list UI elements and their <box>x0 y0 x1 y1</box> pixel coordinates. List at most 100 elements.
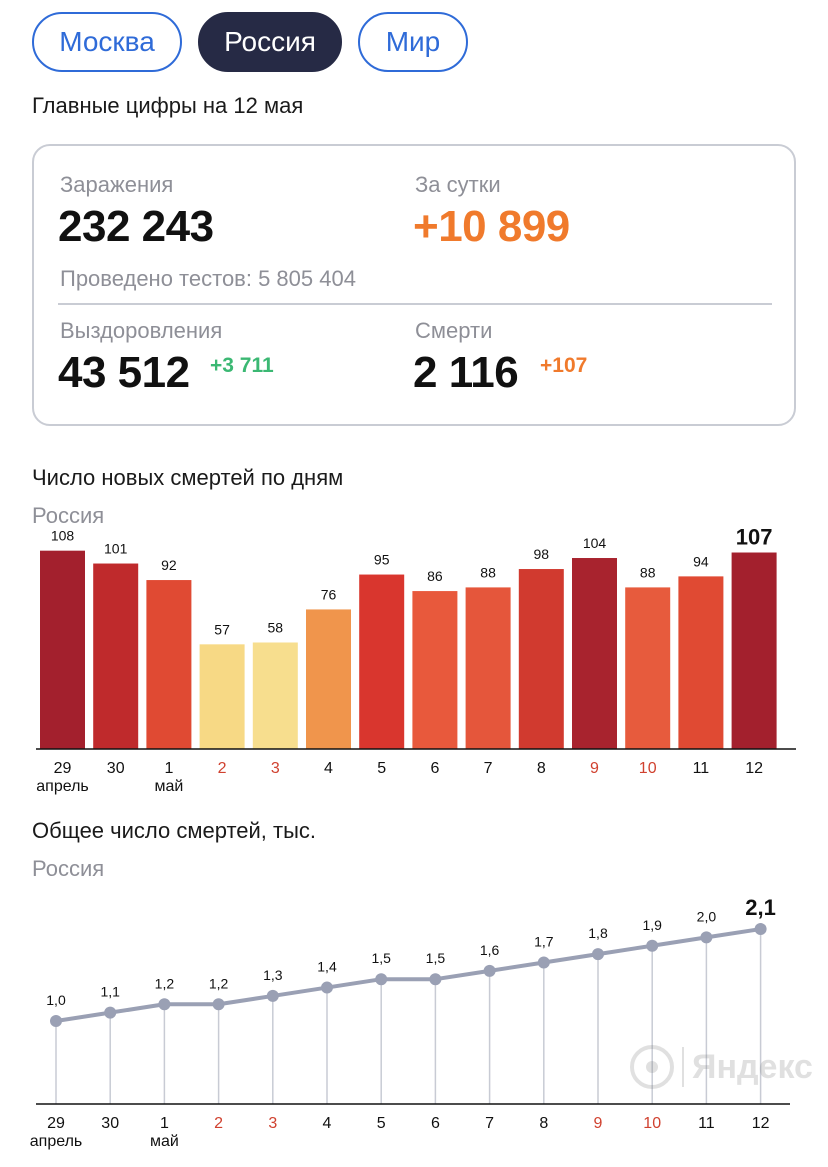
x-tick-label: 1 <box>164 760 173 777</box>
watermark-separator <box>682 1047 684 1087</box>
point-value-label: 1,2 <box>209 975 229 991</box>
x-tick-label: 2 <box>218 760 227 777</box>
x-tick-label: 6 <box>431 1115 440 1132</box>
point-29 <box>50 1015 62 1027</box>
tab-world[interactable]: Мир <box>358 12 468 72</box>
point-value-label: 1,2 <box>155 975 175 991</box>
bar-value-label: 86 <box>427 568 443 584</box>
bar-12 <box>731 552 777 749</box>
recoveries-value: 43 512 <box>58 348 190 397</box>
month-label: май <box>150 1133 179 1150</box>
point-value-label: 1,9 <box>642 917 662 933</box>
daily-deaths-subtitle: Россия <box>32 503 105 528</box>
bar-value-label: 88 <box>480 564 496 580</box>
bar-8 <box>518 569 564 749</box>
x-tick-label: 1 <box>160 1115 169 1132</box>
daily-label: За сутки <box>415 172 501 197</box>
bar-value-label: 108 <box>51 528 75 544</box>
bar-7 <box>465 587 511 749</box>
point-value-label: 1,1 <box>100 984 120 1000</box>
recoveries-delta: +3 711 <box>210 354 274 377</box>
bar-value-label: 107 <box>736 525 773 550</box>
x-tick-label: 30 <box>101 1115 119 1132</box>
point-value-label: 2,0 <box>697 908 717 924</box>
point-6 <box>429 973 442 986</box>
bar-2 <box>199 644 245 749</box>
bar-6 <box>412 591 458 749</box>
point-value-label: 2,1 <box>745 895 776 920</box>
tab-russia[interactable]: Россия <box>198 12 342 72</box>
point-value-label: 1,0 <box>46 992 66 1008</box>
x-tick-label: 9 <box>594 1115 603 1132</box>
x-tick-label: 3 <box>271 760 280 777</box>
daily-value: +10 899 <box>413 202 570 251</box>
infections-label: Заражения <box>60 172 174 197</box>
x-tick-label: 5 <box>377 1115 386 1132</box>
bar-value-label: 57 <box>214 621 230 637</box>
bar-value-label: 95 <box>374 552 390 568</box>
infections-value: 232 243 <box>58 202 214 251</box>
point-7 <box>483 964 496 977</box>
x-tick-label: 11 <box>698 1115 715 1132</box>
yandex-logo-icon <box>630 1045 674 1089</box>
point-value-label: 1,6 <box>480 942 500 958</box>
page-title: Главные цифры на 12 мая <box>32 93 304 118</box>
x-tick-label: 29 <box>54 760 72 777</box>
bar-value-label: 58 <box>268 619 284 635</box>
bar-value-label: 92 <box>161 557 177 573</box>
x-tick-label: 2 <box>214 1115 223 1132</box>
bar-29 <box>40 550 85 749</box>
bar-value-label: 94 <box>693 553 709 569</box>
bar-value-label: 104 <box>583 535 607 551</box>
point-2 <box>212 998 225 1011</box>
x-tick-label: 12 <box>745 760 763 777</box>
x-tick-label: 4 <box>323 1115 332 1132</box>
x-tick-label: 5 <box>377 760 386 777</box>
point-value-label: 1,8 <box>588 925 608 941</box>
watermark-text: Яндекс <box>692 1047 813 1086</box>
x-tick-label: 11 <box>693 760 710 777</box>
month-label: май <box>154 778 183 795</box>
x-tick-label: 7 <box>485 1115 494 1132</box>
deaths-label: Смерти <box>415 318 493 343</box>
bar-3 <box>252 642 298 749</box>
point-8 <box>537 956 550 969</box>
bar-value-label: 76 <box>321 586 337 602</box>
bar-value-label: 101 <box>104 541 128 557</box>
x-tick-label: 4 <box>324 760 333 777</box>
x-tick-label: 30 <box>107 760 125 777</box>
daily-deaths-title: Число новых смертей по дням <box>32 465 344 490</box>
x-tick-label: 10 <box>639 760 657 777</box>
point-9 <box>592 948 604 961</box>
point-5 <box>375 973 388 986</box>
x-tick-label: 7 <box>484 760 493 777</box>
tab-moscow[interactable]: Москва <box>32 12 182 72</box>
deaths-value: 2 116 <box>413 348 519 397</box>
point-10 <box>646 939 659 952</box>
x-tick-label: 12 <box>752 1115 770 1132</box>
watermark: Яндекс <box>630 1045 813 1089</box>
total-deaths-title: Общее число смертей, тыс. <box>32 818 317 843</box>
point-value-label: 1,5 <box>426 950 446 966</box>
x-tick-label: 10 <box>643 1115 661 1132</box>
bar-value-label: 98 <box>534 546 550 562</box>
point-value-label: 1,4 <box>317 959 337 975</box>
recoveries-label: Выздоровления <box>60 318 223 343</box>
month-label: апрель <box>30 1133 83 1150</box>
point-value-label: 1,7 <box>534 933 554 949</box>
point-12 <box>754 923 767 936</box>
card-divider <box>58 303 772 305</box>
x-tick-label: 8 <box>539 1115 548 1132</box>
x-tick-label: 8 <box>537 760 546 777</box>
point-11 <box>700 931 713 944</box>
bar-5 <box>359 574 405 749</box>
bar-30 <box>93 563 139 749</box>
x-tick-label: 6 <box>430 760 439 777</box>
tests-text: Проведено тестов: 5 805 404 <box>60 266 356 291</box>
bar-9 <box>572 558 617 749</box>
point-value-label: 1,5 <box>371 950 391 966</box>
x-tick-label: 3 <box>268 1115 277 1132</box>
x-tick-label: 29 <box>47 1115 65 1132</box>
total-deaths-subtitle: Россия <box>32 856 105 881</box>
bar-value-label: 88 <box>640 564 656 580</box>
